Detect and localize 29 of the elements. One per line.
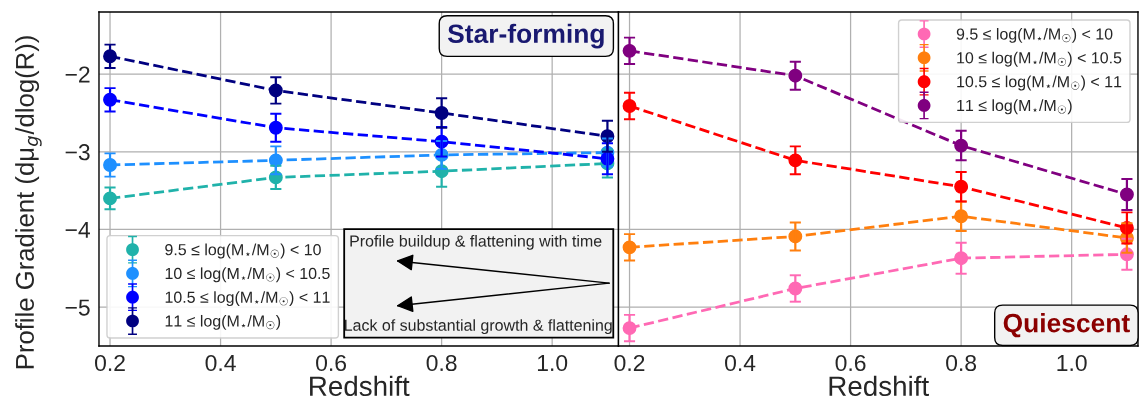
annotation: Profile buildup & flattening with time — [350, 234, 602, 250]
chart-title: Star-forming — [447, 23, 604, 49]
legend-label: 10 ≤ log(M$_{⋆}$/M$_{☉}$) < 10.5 — [165, 267, 330, 283]
legend-label: 11 ≤ log(M$_{⋆}$/M$_{☉}$) — [165, 314, 281, 330]
x-tick-label: 0.4 — [205, 354, 236, 372]
x-axis-title: Redshift — [310, 375, 410, 397]
x-tick-label: 0.8 — [426, 354, 457, 372]
legend-label: 11 ≤ log(M$_{⋆}$/M$_{☉}$) — [957, 99, 1072, 115]
x-axis-title: Redshift — [829, 375, 929, 397]
x-tick-label: 0.2 — [614, 354, 645, 372]
legend-label: 9.5 ≤ log(M$_{⋆}$/M$_{☉}$) < 10 — [956, 27, 1113, 43]
text: Quiescent — [1003, 313, 1130, 338]
x-tick-label: 0.4 — [725, 354, 756, 372]
legend-label: 10.5 ≤ log(M$_{⋆}$/M$_{☉}$) < 11 — [165, 291, 330, 307]
y-axis-title: Profile Gradient (dμ$_{g}$/dlog(R)) — [15, 36, 42, 369]
x-tick-label: 0.6 — [835, 354, 866, 372]
x-tick-label: 1.0 — [537, 354, 568, 372]
x-tick-label: 1.0 — [1057, 354, 1087, 372]
annotation: Lack of substantial growth & flattening — [345, 319, 612, 335]
legend-label: 10.5 ≤ log(M$_{⋆}$/M$_{☉}$) < 11 — [957, 75, 1122, 91]
y-tick-label: −4 — [65, 222, 90, 238]
x-tick-label: 0.6 — [316, 354, 347, 372]
x-tick-label: 0.2 — [95, 354, 125, 372]
legend-label: 10 ≤ log(M$_{⋆}$/M$_{☉}$) < 10.5 — [957, 51, 1122, 67]
x-tick-label: 0.8 — [946, 354, 977, 372]
y-tick-label: −5 — [65, 299, 90, 316]
y-tick-label: −3 — [65, 144, 90, 161]
y-tick-label: −2 — [65, 66, 90, 83]
legend-label: 9.5 ≤ log(M$_{⋆}$/M$_{☉}$) < 10 — [165, 243, 321, 259]
